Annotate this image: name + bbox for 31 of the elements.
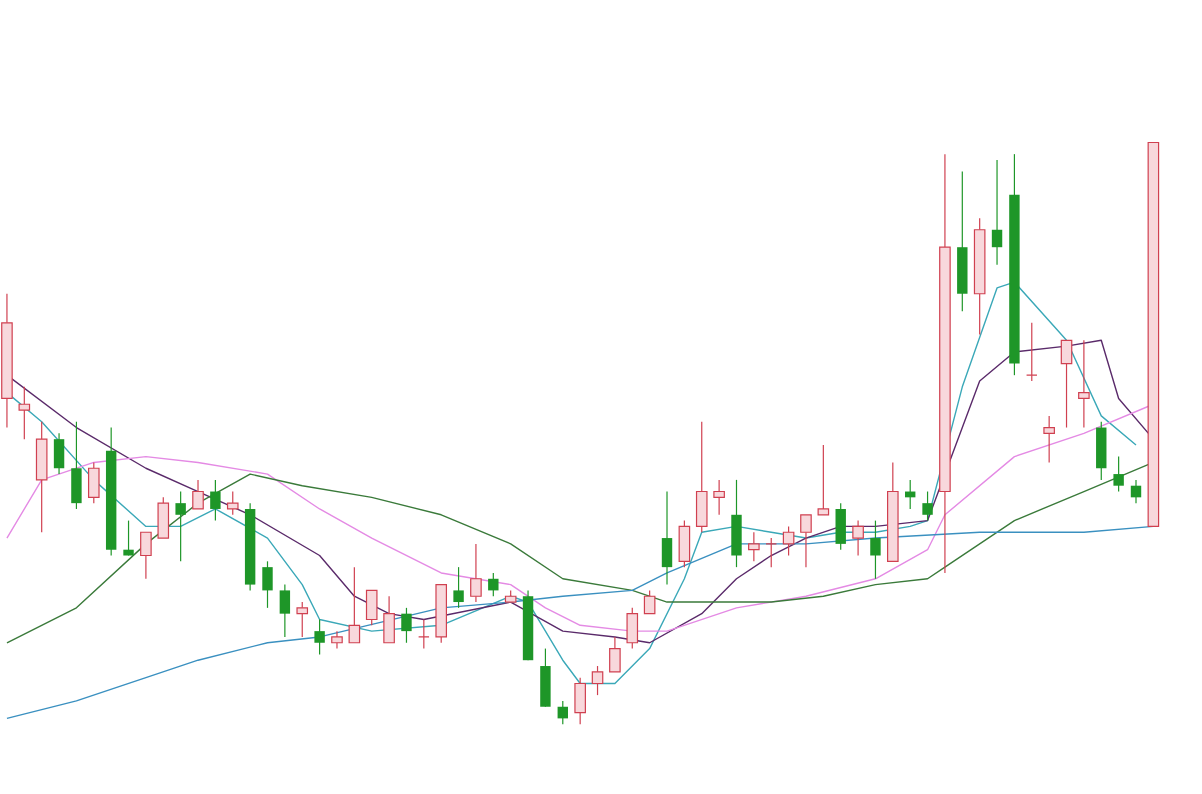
candlestick <box>331 630 343 650</box>
candlestick <box>1096 421 1107 481</box>
candlestick <box>540 647 551 708</box>
candlestick <box>401 607 412 644</box>
candlestick <box>453 566 464 609</box>
candlestick <box>748 531 760 562</box>
candlestick <box>939 153 951 574</box>
candlestick <box>1113 456 1124 493</box>
candlestick <box>262 560 273 609</box>
candlestick <box>557 700 568 725</box>
candlestick <box>991 159 1003 266</box>
candlestick <box>488 572 499 597</box>
candlestick <box>175 490 186 562</box>
candlestick <box>835 502 846 551</box>
candlestick <box>1130 479 1142 504</box>
candlestick <box>957 170 968 312</box>
candlestick <box>870 520 881 580</box>
candlestick <box>123 520 134 557</box>
candlestick <box>53 432 65 475</box>
candlestick <box>852 520 864 557</box>
candlestick <box>661 490 673 586</box>
candlestick <box>1 293 13 429</box>
candlestick <box>922 490 933 522</box>
candlestick <box>470 543 482 603</box>
candlestick <box>731 479 742 568</box>
candlestick <box>71 421 82 510</box>
candlestick <box>1078 339 1090 429</box>
candlestick <box>713 479 725 516</box>
candlestick <box>279 583 291 638</box>
candlestick <box>210 479 221 522</box>
candlestick <box>314 618 325 655</box>
